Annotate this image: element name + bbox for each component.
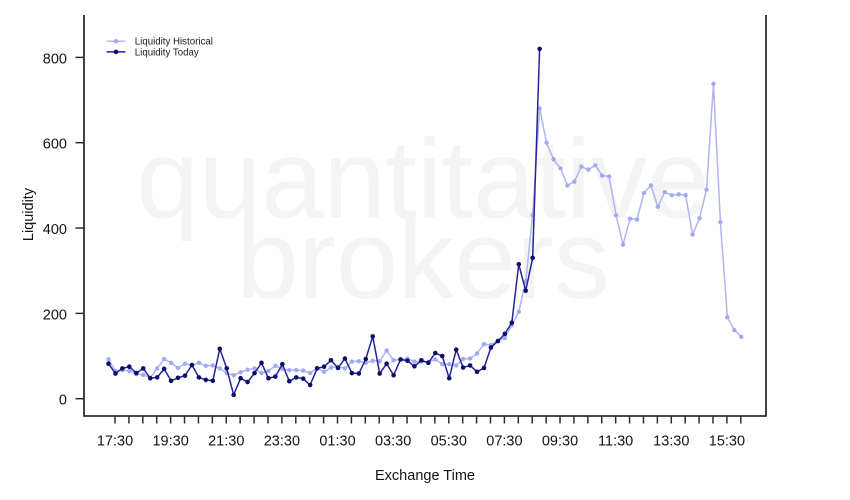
svg-text:01:30: 01:30 xyxy=(319,434,355,450)
svg-text:05:30: 05:30 xyxy=(431,434,467,450)
svg-text:400: 400 xyxy=(43,222,67,238)
svg-text:200: 200 xyxy=(43,307,67,323)
svg-text:15:30: 15:30 xyxy=(709,434,745,450)
svg-text:21:30: 21:30 xyxy=(208,434,244,450)
svg-text:23:30: 23:30 xyxy=(264,434,300,450)
svg-text:Liquidity Today: Liquidity Today xyxy=(135,47,199,58)
svg-text:800: 800 xyxy=(43,51,67,67)
svg-text:600: 600 xyxy=(43,137,67,153)
svg-text:03:30: 03:30 xyxy=(375,434,411,450)
svg-text:Liquidity: Liquidity xyxy=(21,187,37,241)
svg-text:brokers: brokers xyxy=(236,197,609,322)
svg-text:13:30: 13:30 xyxy=(653,434,689,450)
svg-text:11:30: 11:30 xyxy=(598,434,633,450)
svg-text:0: 0 xyxy=(59,393,67,409)
svg-text:Exchange Time: Exchange Time xyxy=(375,468,475,484)
svg-text:quantitative: quantitative xyxy=(137,117,710,242)
svg-text:Liquidity Historical: Liquidity Historical xyxy=(135,37,213,48)
svg-text:07:30: 07:30 xyxy=(486,434,522,450)
svg-text:19:30: 19:30 xyxy=(152,434,188,450)
svg-text:09:30: 09:30 xyxy=(542,434,578,450)
svg-text:17:30: 17:30 xyxy=(97,434,133,450)
